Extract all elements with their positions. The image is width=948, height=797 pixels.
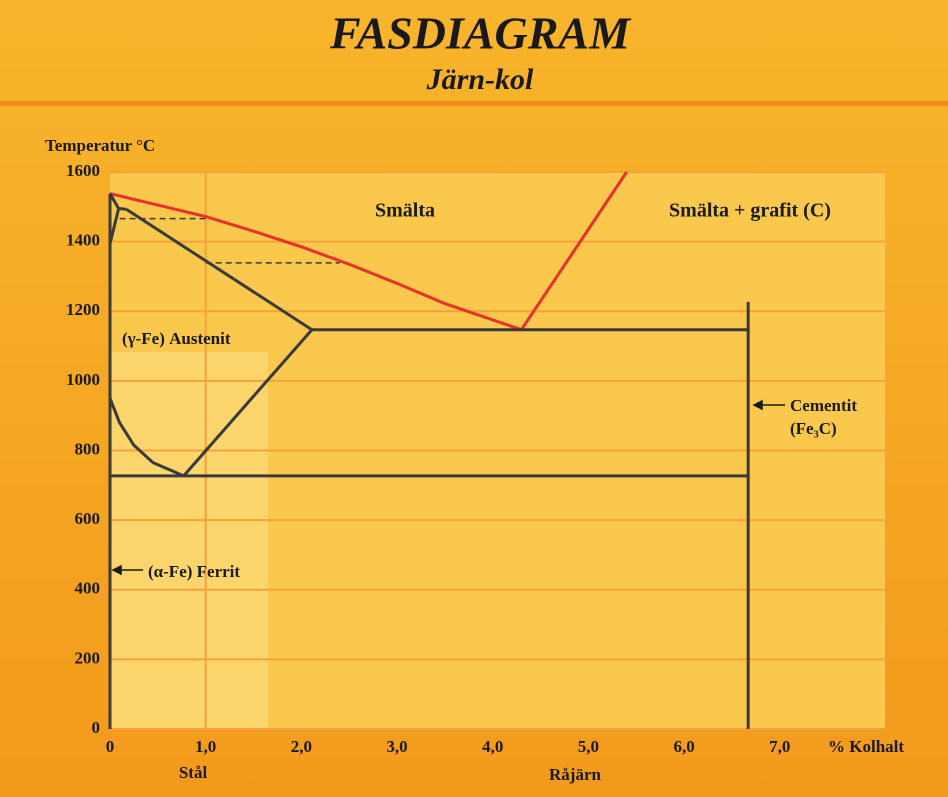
x-tick-label: 7,0 <box>769 737 790 756</box>
y-tick-label: 600 <box>75 509 101 528</box>
y-axis-label: Temperatur °C <box>45 136 155 155</box>
arrow-head <box>111 564 122 576</box>
x-tick-label: 4,0 <box>482 737 503 756</box>
chart-subtitle: Järn-kol <box>426 63 534 96</box>
y-tick-label: 1000 <box>66 370 100 389</box>
x-tick-label: 0 <box>106 737 115 756</box>
plot <box>108 171 885 730</box>
x-tick-label: 2,0 <box>291 737 312 756</box>
chart-title: FASDIAGRAM <box>329 8 632 59</box>
y-tick-label: 400 <box>75 579 101 598</box>
y-tick-label: 200 <box>75 648 101 667</box>
x-group-label: Råjärn <box>549 765 601 784</box>
region-label: (Fe₃C) <box>790 419 837 438</box>
region-label: Cementit <box>790 396 857 415</box>
region-label: Smälta <box>375 200 435 222</box>
y-tick-label: 1400 <box>66 231 100 250</box>
x-tick-label: 5,0 <box>578 737 599 756</box>
x-axis-label: % Kolhalt <box>828 737 904 756</box>
phase-line <box>108 397 185 478</box>
arrows <box>111 399 785 576</box>
y-tick-label: 0 <box>92 718 101 737</box>
x-tick-label: 6,0 <box>673 737 694 756</box>
y-tick-label: 800 <box>75 439 101 458</box>
phase-line <box>125 207 313 331</box>
steel-region <box>110 352 268 729</box>
phase-line <box>520 171 628 331</box>
phase-line <box>109 192 522 332</box>
y-tick-label: 1600 <box>66 161 100 180</box>
region-label: (γ-Fe) Austenit <box>122 329 231 348</box>
x-group-label: Stål <box>179 763 208 782</box>
header-rule <box>0 101 948 106</box>
phase-line <box>182 328 314 477</box>
region-label: (α-Fe) Ferrit <box>148 562 240 581</box>
region-label: Smälta + grafit (C) <box>669 200 831 222</box>
x-tick-label: 1,0 <box>195 737 216 756</box>
y-tick-label: 1200 <box>66 300 100 319</box>
x-tick-label: 3,0 <box>386 737 407 756</box>
arrow-head <box>752 399 763 411</box>
